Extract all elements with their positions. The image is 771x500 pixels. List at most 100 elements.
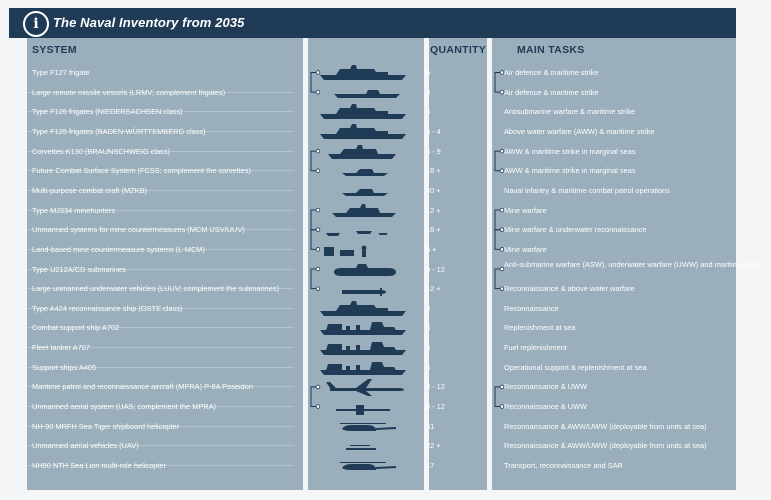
quantity-value: 6 - 9	[426, 146, 441, 156]
frigate-icon	[320, 104, 406, 120]
quantity-value: 3	[426, 323, 431, 333]
row-divider	[18, 130, 294, 132]
quantity-value: 12 +	[426, 205, 441, 215]
row-divider	[18, 425, 294, 427]
quantity-value: 6	[426, 68, 431, 77]
row-divider	[18, 386, 294, 388]
minehunter-icon	[332, 203, 396, 217]
row-divider	[18, 91, 294, 93]
row-divider	[18, 268, 294, 270]
system-name: Combat support ship A702	[32, 323, 120, 333]
system-name: Corvettes K130 (BRAUNSCHWEIG class)	[32, 146, 170, 156]
main-task: Air defence & maritime strike	[504, 87, 599, 97]
quantity-value: 8 - 12	[426, 402, 445, 412]
main-task: Mine warfare	[504, 244, 547, 254]
system-name: Maritime patrol and reconnaissance aircr…	[32, 382, 253, 392]
main-task: Reconnaissance	[504, 303, 559, 313]
system-name: Unmanned systems for mine countermeasure…	[32, 225, 245, 235]
quantity-value: 18 +	[426, 166, 441, 176]
main-task: Replenishment at sea	[504, 323, 576, 333]
quantity-value: 3	[426, 303, 431, 313]
small-icon	[342, 188, 388, 196]
drone-icon	[336, 405, 390, 416]
row-divider	[18, 445, 294, 447]
aircraft-icon	[326, 379, 404, 397]
usv-icon	[326, 231, 388, 237]
main-task: Transport, reconnaissance and SAR	[504, 461, 623, 470]
main-task: Fuel replenishment	[504, 343, 567, 353]
system-name: Type A424 reconnaissance ship (OSTE clas…	[32, 303, 183, 313]
system-name: Land-based mine countermeasure systems (…	[32, 244, 205, 254]
main-task: Mine warfare	[504, 205, 547, 215]
system-name: Type U212A/CD submarines	[32, 264, 126, 274]
row-divider	[18, 327, 294, 329]
helicopter-icon	[340, 462, 396, 470]
system-name: Multi-purpose combat craft (MZKB)	[32, 185, 147, 195]
tasks-column-panel	[492, 38, 736, 490]
quantity-value: 17	[426, 461, 435, 470]
system-name: Type MJ334 minehunters	[32, 205, 115, 215]
main-task: AWW & maritime strike in marginal seas	[504, 146, 636, 156]
row-divider	[18, 229, 294, 231]
main-task: Operational support & replenishment at s…	[504, 362, 647, 372]
submarine-icon	[334, 263, 396, 276]
main-task: Reconnaissance & UWW	[504, 402, 587, 412]
row-divider	[18, 248, 294, 250]
main-task: Air defence & maritime strike	[504, 68, 599, 77]
main-task: Antisubmarine warfare & maritime strike	[504, 107, 636, 117]
row-divider	[18, 347, 294, 349]
vessel-icon	[334, 89, 400, 98]
uav-icon	[346, 445, 376, 451]
quantity-value: 18 +	[426, 225, 441, 235]
row-divider	[18, 288, 294, 290]
quantity-value: 3	[426, 343, 431, 353]
system-name: NH90 NTH Sea Lion multi-role helicopter	[32, 461, 166, 470]
system-column-panel	[27, 38, 303, 490]
infographic: i The Naval Inventory from 2035	[9, 8, 736, 492]
main-task: Reconnaissance & above water warfare	[504, 284, 635, 294]
row-divider	[18, 170, 294, 172]
frigate-icon	[320, 123, 406, 139]
frigate-icon	[320, 300, 406, 316]
system-name: Type F125 frigates (BADEN-WÜRTTEMBERG cl…	[32, 126, 206, 136]
helicopter-icon	[340, 422, 396, 431]
main-task: Above water warfare (AWW) & maritime str…	[504, 126, 655, 136]
system-name: Large unmanned underwater vehicles (LUUV…	[32, 284, 280, 294]
system-name: Large remote missile vessels (LRMV; comp…	[32, 87, 226, 97]
quantity-value: 6	[426, 362, 431, 372]
system-name: Future Combat Surface System (FCSS; comp…	[32, 166, 251, 176]
row-divider	[18, 209, 294, 211]
system-name: NH-90 MRFH Sea Tiger shipboard helicopte…	[32, 421, 180, 431]
row-divider	[18, 111, 294, 113]
quantity-value: 22 +	[426, 441, 441, 451]
row-divider	[18, 189, 294, 191]
row-divider	[18, 465, 294, 466]
main-task: Reconnaissance & UWW	[504, 382, 587, 392]
row-divider	[18, 366, 294, 368]
main-task: Mine warfare & underwater reconnaissance	[504, 225, 647, 235]
system-header: SYSTEM	[32, 44, 77, 56]
quantity-header: QUANTITY	[430, 44, 487, 56]
small-icon	[342, 169, 388, 177]
info-icon: i	[23, 11, 49, 37]
main-task: Reconnaissance & AWW/UWW (deployable fro…	[504, 441, 707, 451]
quantity-value: 31	[426, 421, 435, 431]
quantity-value: 8 - 12	[426, 382, 445, 392]
quantity-value: 3 - 4	[426, 126, 441, 136]
quantity-value: 40 +	[426, 185, 441, 195]
system-name: Unmanned aerial system (UAS; complement …	[32, 402, 217, 412]
lmcm-icon	[324, 245, 367, 257]
quantity-value: 12 +	[426, 284, 441, 294]
corvette-icon	[328, 144, 396, 159]
quantity-value: 9 - 12	[426, 264, 445, 274]
quantity-value: 3	[426, 87, 431, 97]
main-task: AWW & maritime strike in marginal seas	[504, 166, 636, 176]
row-divider	[18, 150, 294, 152]
luuv-icon	[342, 288, 386, 297]
supply-icon	[320, 322, 406, 336]
supply-icon	[320, 342, 406, 356]
system-name: Type F127 frigate	[32, 68, 90, 77]
row-divider	[18, 307, 294, 309]
main-task: Reconnaissance & AWW/UWW (deployable fro…	[504, 421, 707, 431]
quantity-column-panel	[429, 38, 487, 490]
